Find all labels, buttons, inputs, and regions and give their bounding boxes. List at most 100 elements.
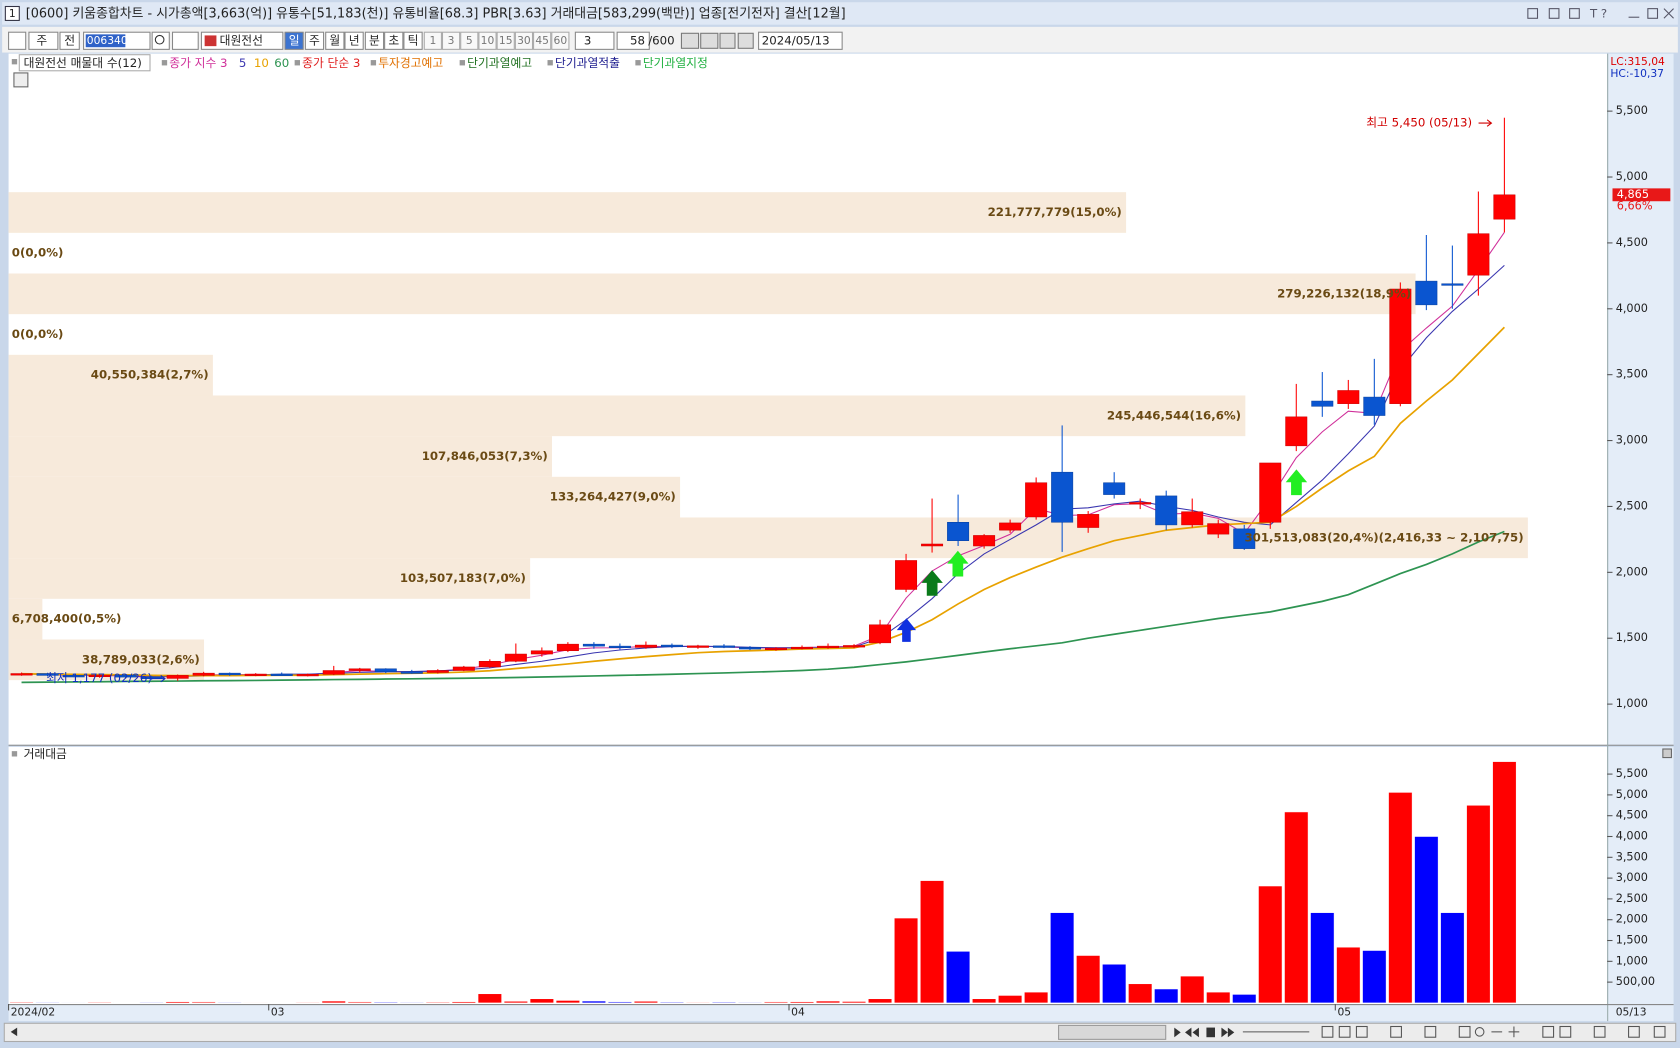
legend-entry[interactable]: 종가 단순 3 <box>302 56 360 70</box>
interval-button[interactable] <box>496 31 515 50</box>
volume-bar <box>1050 912 1075 1004</box>
calc-icon[interactable] <box>13 72 29 88</box>
candle-body <box>1441 283 1464 286</box>
period-text: 월 <box>329 33 340 47</box>
legend-entry[interactable]: 단기과열예고 <box>467 56 532 70</box>
candle-body <box>843 645 866 648</box>
profile-label: 0(0,0%) <box>12 246 64 260</box>
period-button[interactable] <box>364 31 385 50</box>
interval-button[interactable] <box>514 31 534 50</box>
interval-text: 60 <box>554 34 568 47</box>
interval-text: 45 <box>535 34 549 47</box>
legend-entry[interactable]: 단기과열적출 <box>555 56 620 70</box>
legend-square <box>635 60 641 66</box>
period-button[interactable] <box>284 31 304 50</box>
volume-bar <box>529 998 554 1004</box>
candle-body <box>400 671 423 674</box>
y-tick-label: 1,000 <box>1616 697 1648 710</box>
volume-bar <box>841 1001 867 1004</box>
volume-bar <box>1024 991 1049 1004</box>
period-button[interactable] <box>384 31 404 50</box>
volume-bar <box>894 917 919 1004</box>
candle-body <box>869 624 892 644</box>
signal-arrow <box>1285 469 1308 496</box>
window-number: 1 <box>9 7 16 20</box>
candle-body <box>530 650 553 655</box>
window-number-box <box>4 5 20 21</box>
candle-body <box>1493 194 1516 220</box>
candle-body <box>686 645 709 648</box>
period-button[interactable] <box>325 31 345 50</box>
mode-button[interactable] <box>59 31 80 50</box>
period-button[interactable] <box>403 31 423 50</box>
profile-legend-box[interactable] <box>18 54 151 72</box>
interval-text: 15 <box>499 34 513 47</box>
profile-label: 221,777,779(15,0%) <box>988 205 1122 219</box>
candle-body <box>1363 396 1386 416</box>
period-button[interactable] <box>344 31 364 50</box>
legend-entry[interactable]: 10 <box>254 56 269 70</box>
name-box[interactable] <box>200 31 284 50</box>
legend-square <box>459 60 465 66</box>
market-select[interactable] <box>28 31 59 50</box>
lc-label: LC:315,04 <box>1610 55 1665 68</box>
ma-line <box>21 530 1505 684</box>
candle-body <box>973 535 996 547</box>
candle-body <box>322 670 345 675</box>
interval-button[interactable] <box>533 31 552 50</box>
volume-bar <box>425 1001 450 1004</box>
profile-legend: 대원전선 매물대 수(12) <box>24 56 142 70</box>
search-button[interactable] <box>151 31 170 50</box>
y-tick-label: 4,500 <box>1616 809 1648 822</box>
interval-button[interactable] <box>551 31 570 50</box>
x-tick-label: 04 <box>791 1006 805 1019</box>
legend-entry[interactable]: 단기과열지정 <box>643 56 708 70</box>
scroll-left[interactable] <box>10 1027 18 1037</box>
title-icons[interactable]: T ? <box>1589 6 1607 20</box>
title-buttons[interactable] <box>1527 8 1674 19</box>
scrollbar[interactable] <box>3 1022 1677 1043</box>
interval-input[interactable] <box>574 31 615 50</box>
legend-entry[interactable]: 5 <box>239 56 247 70</box>
y-tick-label: 1,500 <box>1616 934 1648 947</box>
interval-button[interactable] <box>423 31 442 50</box>
candle-body <box>1415 280 1438 306</box>
legend-entry[interactable]: 60 <box>274 56 289 70</box>
candle-body <box>426 670 449 673</box>
low-annotation: 최저 1,177 (02/26) <box>46 671 152 685</box>
mode-text: 전 <box>64 33 75 47</box>
sound-button[interactable] <box>171 31 199 50</box>
scroll-thumb[interactable] <box>1058 1024 1167 1040</box>
y-tick-label: 3,500 <box>1616 850 1648 863</box>
tool-icons[interactable] <box>680 32 754 49</box>
volume-bar <box>737 1002 763 1004</box>
candle-body <box>1025 482 1048 518</box>
legend-entry[interactable]: 종가 지수 3 <box>169 56 227 70</box>
volume-bar <box>1310 912 1335 1004</box>
x-tick-label: 2024/02 <box>11 1006 55 1019</box>
menu-button[interactable] <box>8 31 27 50</box>
toolbar-buttons: 일 주 월 년 분 초 틱 1 3 5 10 15 30 45 60 <box>284 31 570 50</box>
code-text: 006340 <box>87 34 128 47</box>
candle-body <box>791 646 813 650</box>
panel-close[interactable] <box>1662 748 1672 759</box>
signal-arrow <box>921 570 943 596</box>
legend-entry[interactable]: 투자경고예고 <box>378 56 443 70</box>
candle-body <box>478 661 501 668</box>
date-input[interactable] <box>758 31 843 50</box>
candle-body <box>88 674 111 677</box>
interval-button[interactable] <box>441 31 461 50</box>
hc-label: HC:-10,37 <box>1610 67 1664 80</box>
volume-bar <box>998 995 1023 1004</box>
interval-text: 3 <box>448 34 455 47</box>
count-input[interactable] <box>616 31 650 50</box>
period-button[interactable] <box>304 31 325 50</box>
interval-button[interactable] <box>460 31 479 50</box>
profile-label: 279,226,132(18,9%) <box>1277 286 1411 300</box>
candle-body <box>36 673 59 676</box>
zoom-tools[interactable] <box>1242 1025 1666 1038</box>
interval-button[interactable] <box>478 31 497 50</box>
candle-body <box>582 643 605 647</box>
candle-body <box>817 645 840 649</box>
